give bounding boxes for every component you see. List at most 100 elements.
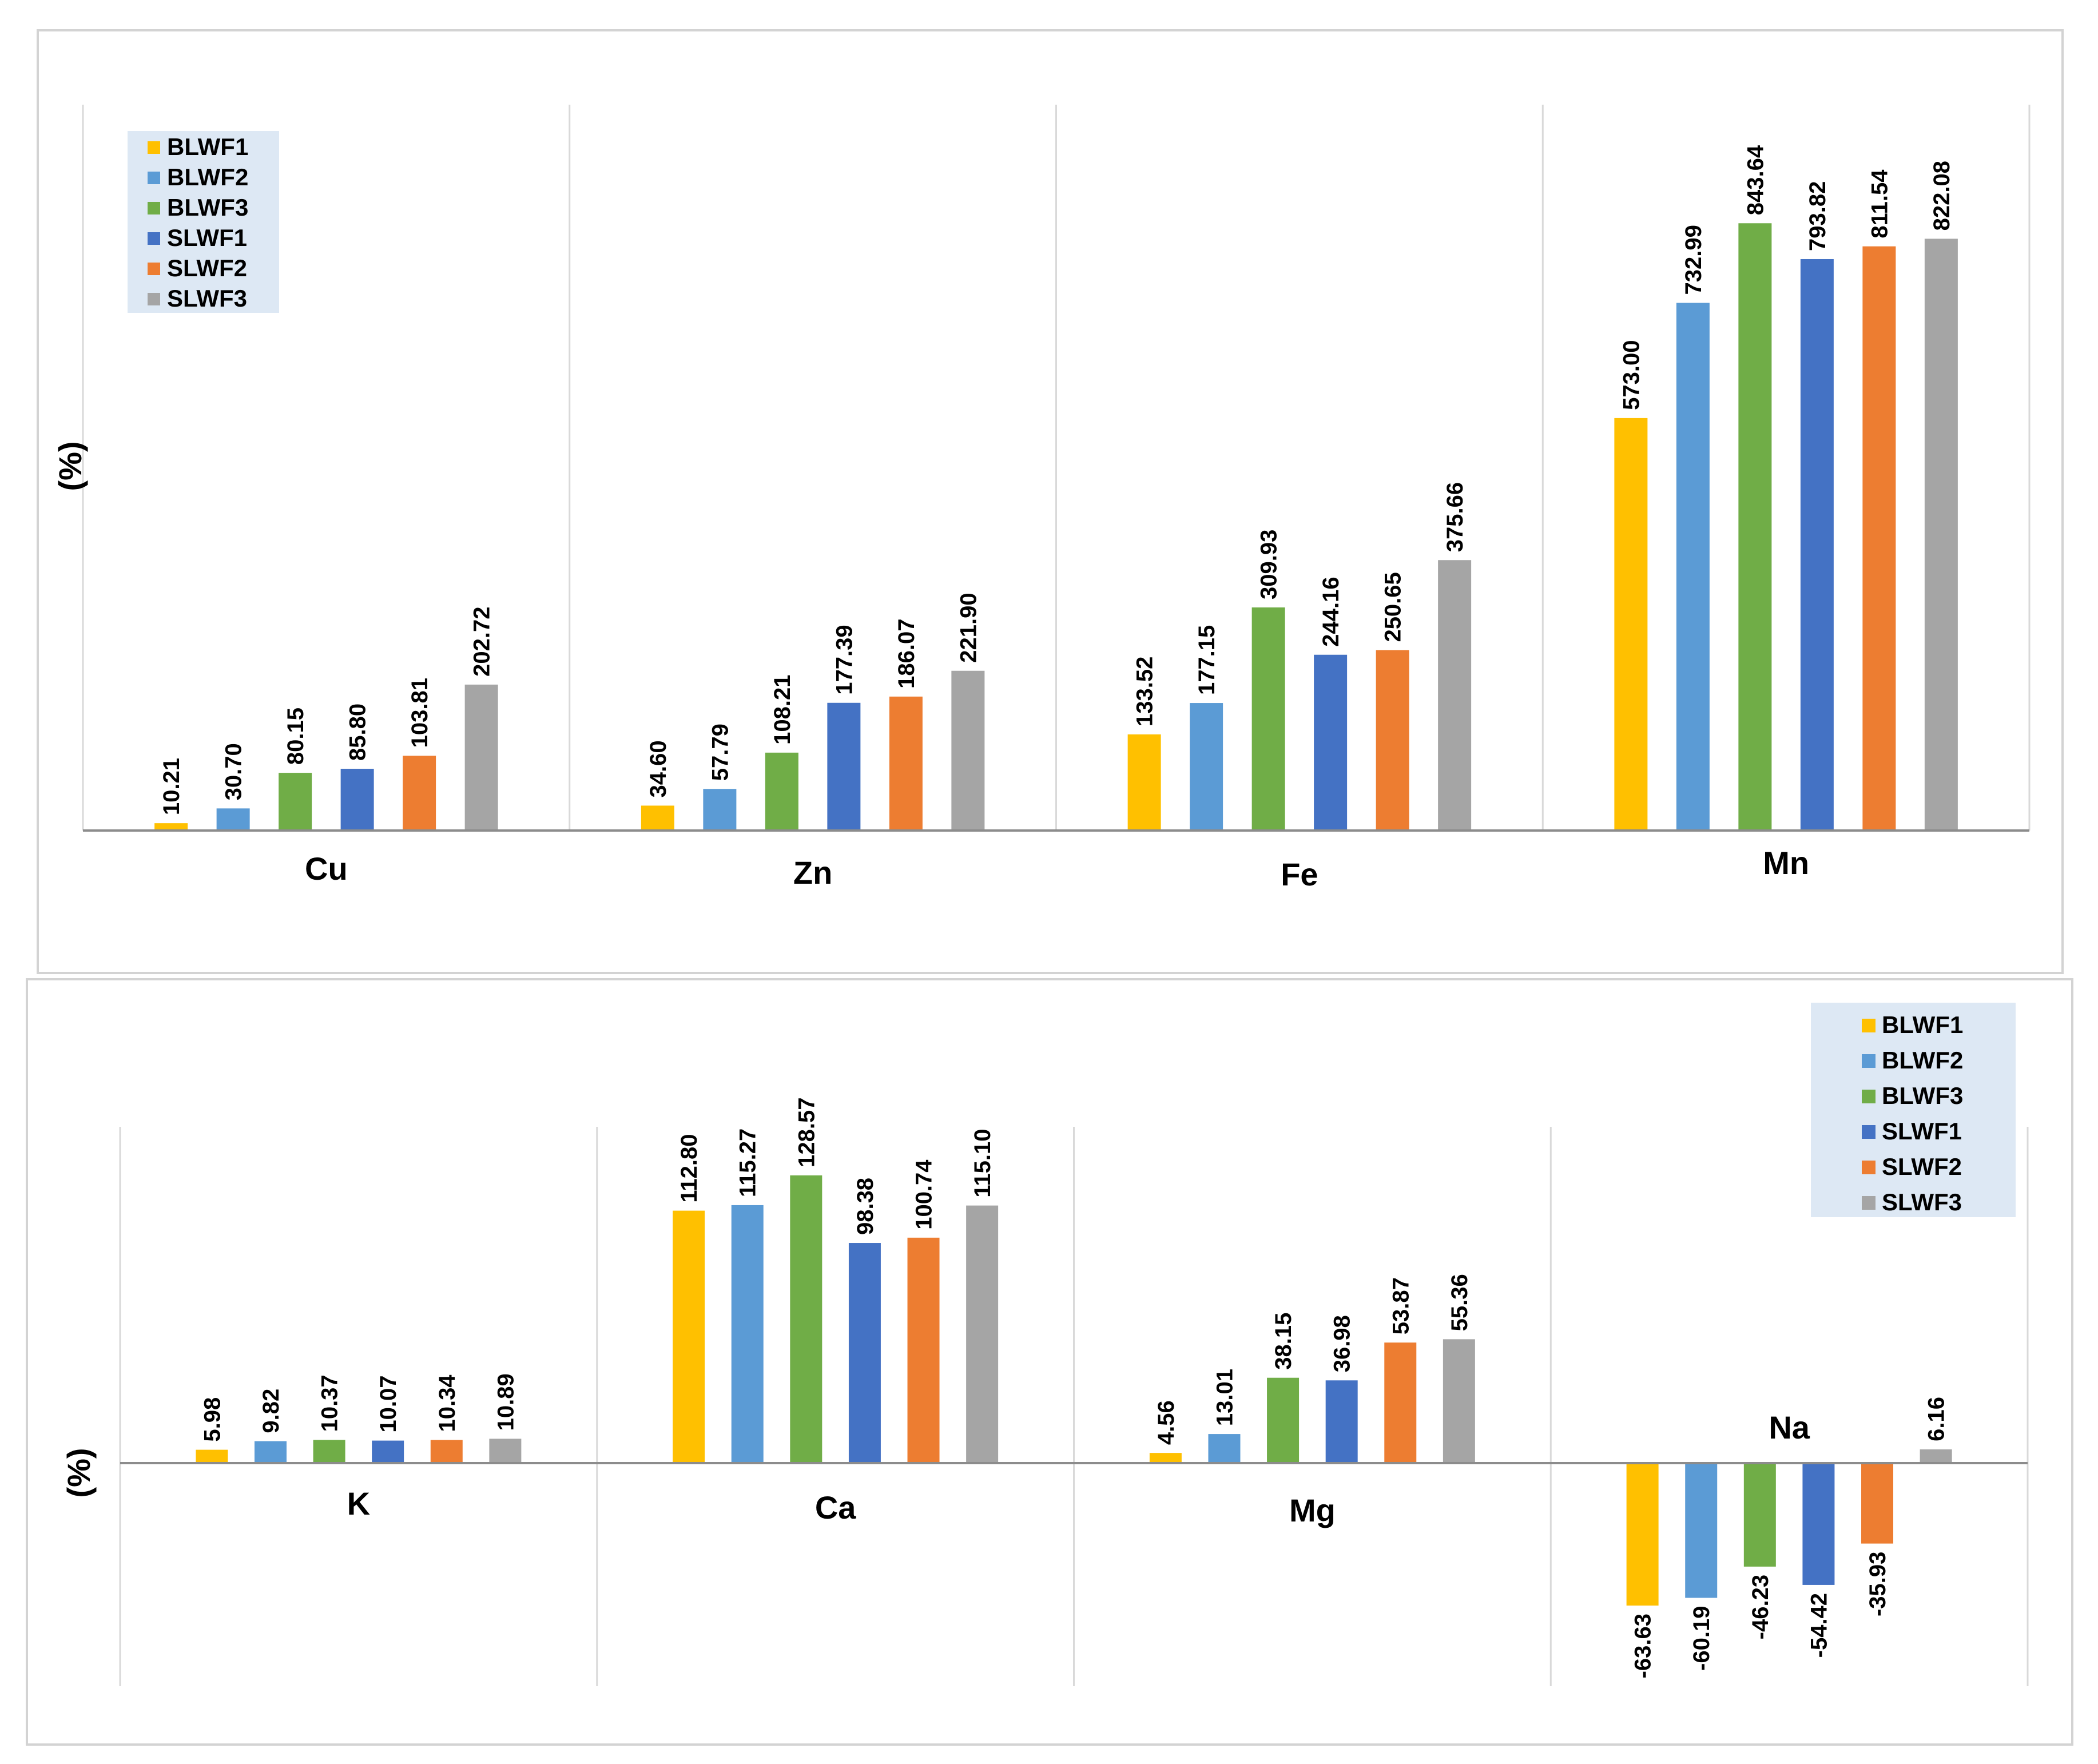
value-label: -35.93: [1865, 1552, 1890, 1616]
bar-slwf1-ca: [848, 1243, 881, 1463]
legend-swatch-blwf3: [148, 202, 160, 214]
value-label: 128.57: [794, 1098, 819, 1167]
legend-label-slwf1: SLWF1: [167, 224, 247, 251]
panel-1-y-axis-label: (%): [52, 441, 88, 491]
category-label-fe: Fe: [1281, 856, 1318, 892]
bar-blwf1-mn: [1614, 418, 1648, 831]
value-label: 9.82: [259, 1389, 284, 1433]
bar-slwf1-cu: [340, 769, 374, 831]
bar-slwf2-mg: [1384, 1342, 1417, 1463]
value-label: 115.10: [970, 1129, 995, 1197]
value-label: 10.21: [159, 758, 184, 815]
bar-blwf2-k: [254, 1441, 287, 1463]
value-label: 85.80: [345, 704, 371, 761]
bar-blwf2-na: [1685, 1463, 1718, 1598]
bar-blwf1-fe: [1127, 734, 1161, 831]
value-label: 6.16: [1924, 1397, 1949, 1441]
panel-1-legend: BLWF1 BLWF2 BLWF3 SLWF1 SLWF2 SLWF3: [128, 131, 279, 313]
panel-1-category-labels: Cu Zn Fe Mn: [305, 845, 1809, 892]
value-label: -63.63: [1631, 1614, 1656, 1678]
bar-slwf2-cu: [403, 756, 436, 831]
value-label: 177.15: [1194, 625, 1219, 695]
value-label: 186.07: [894, 618, 919, 688]
bar-slwf3-mg: [1443, 1339, 1475, 1463]
bar-slwf2-zn: [889, 696, 923, 831]
legend-label-blwf2: BLWF2: [1882, 1047, 1963, 1074]
legend-swatch-blwf2: [1862, 1054, 1876, 1068]
bar-blwf1-zn: [641, 805, 674, 831]
category-label-zn: Zn: [793, 855, 832, 891]
panel-2-category-labels: K Ca Mg Na: [347, 1409, 1810, 1528]
bar-slwf2-ca: [907, 1237, 940, 1463]
category-label-mn: Mn: [1763, 845, 1809, 881]
legend-label-blwf3: BLWF3: [167, 194, 248, 221]
legend-swatch-slwf1: [148, 232, 160, 245]
bar-blwf2-zn: [703, 789, 737, 831]
bar-blwf2-fe: [1190, 703, 1223, 831]
value-label: 13.01: [1212, 1369, 1237, 1426]
value-label: 100.74: [912, 1159, 937, 1230]
bar-slwf3-cu: [464, 684, 498, 831]
bar-blwf3-mn: [1738, 223, 1772, 831]
bar-blwf3-k: [313, 1440, 345, 1463]
bar-slwf1-mn: [1800, 259, 1834, 831]
value-label: 375.66: [1443, 482, 1468, 552]
legend-label-slwf1: SLWF1: [1882, 1118, 1962, 1145]
value-label: 250.65: [1381, 572, 1406, 642]
bar-blwf1-mg: [1149, 1453, 1182, 1463]
bar-blwf1-ca: [673, 1210, 705, 1463]
bar-slwf1-na: [1802, 1463, 1835, 1585]
bar-blwf2-ca: [731, 1205, 764, 1463]
bar-slwf3-fe: [1438, 560, 1472, 831]
bar-slwf2-k: [430, 1440, 463, 1463]
panel-1-border: [37, 29, 2064, 974]
legend-swatch-blwf2: [148, 172, 160, 184]
legend-swatch-slwf3: [1862, 1196, 1876, 1210]
legend-swatch-slwf2: [148, 263, 160, 275]
legend-label-blwf3: BLWF3: [1882, 1082, 1963, 1109]
value-label: 36.98: [1330, 1315, 1355, 1372]
bar-blwf3-mg: [1267, 1377, 1300, 1463]
value-label: 112.80: [677, 1134, 702, 1202]
bar-slwf2-mn: [1862, 246, 1896, 831]
panel-2-value-labels: 5.98 9.82 10.37 10.07 10.34 10.89 112.80 115.27…: [200, 1098, 1949, 1679]
bar-slwf3-ca: [966, 1205, 999, 1463]
value-label: 309.93: [1257, 530, 1282, 599]
value-label: 103.81: [407, 678, 432, 748]
value-label: 10.89: [493, 1373, 518, 1431]
value-label: 221.90: [956, 593, 981, 662]
legend-label-blwf1: BLWF1: [1882, 1011, 1963, 1038]
bar-blwf3-cu: [279, 773, 312, 831]
value-label: -54.42: [1806, 1593, 1831, 1658]
value-label: 10.07: [376, 1375, 401, 1432]
legend-swatch-slwf1: [1862, 1125, 1876, 1139]
value-label: 793.82: [1805, 181, 1830, 251]
legend-swatch-blwf1: [1862, 1019, 1876, 1032]
value-label: 34.60: [646, 740, 671, 797]
panel-2-legend-box: [1811, 1003, 2016, 1217]
value-label: 30.70: [221, 743, 247, 800]
value-label: 202.72: [470, 607, 495, 677]
legend-label-slwf3: SLWF3: [1882, 1189, 1962, 1215]
bar-slwf3-zn: [951, 670, 985, 831]
legend-label-blwf2: BLWF2: [167, 164, 248, 190]
category-label-ca: Ca: [815, 1489, 856, 1525]
legend-swatch-slwf2: [1862, 1161, 1876, 1174]
value-label: 115.27: [736, 1129, 761, 1197]
panel-2-gridlines: [119, 1127, 2029, 1686]
bar-slwf1-mg: [1325, 1380, 1358, 1463]
value-label: -46.23: [1748, 1575, 1773, 1639]
bar-slwf1-fe: [1314, 654, 1348, 831]
value-label: 53.87: [1388, 1277, 1413, 1334]
category-label-k: K: [347, 1485, 370, 1521]
value-label: 732.99: [1681, 225, 1706, 295]
value-label: 244.16: [1318, 577, 1344, 646]
panel-1-legend-box: [128, 131, 279, 313]
bar-blwf1-cu: [154, 823, 188, 831]
bar-slwf2-na: [1861, 1463, 1894, 1544]
panel-2-bars: [196, 1175, 1952, 1606]
bar-slwf2-fe: [1376, 650, 1409, 831]
legend-label-blwf1: BLWF1: [167, 133, 248, 160]
value-label: 573.00: [1619, 340, 1644, 410]
